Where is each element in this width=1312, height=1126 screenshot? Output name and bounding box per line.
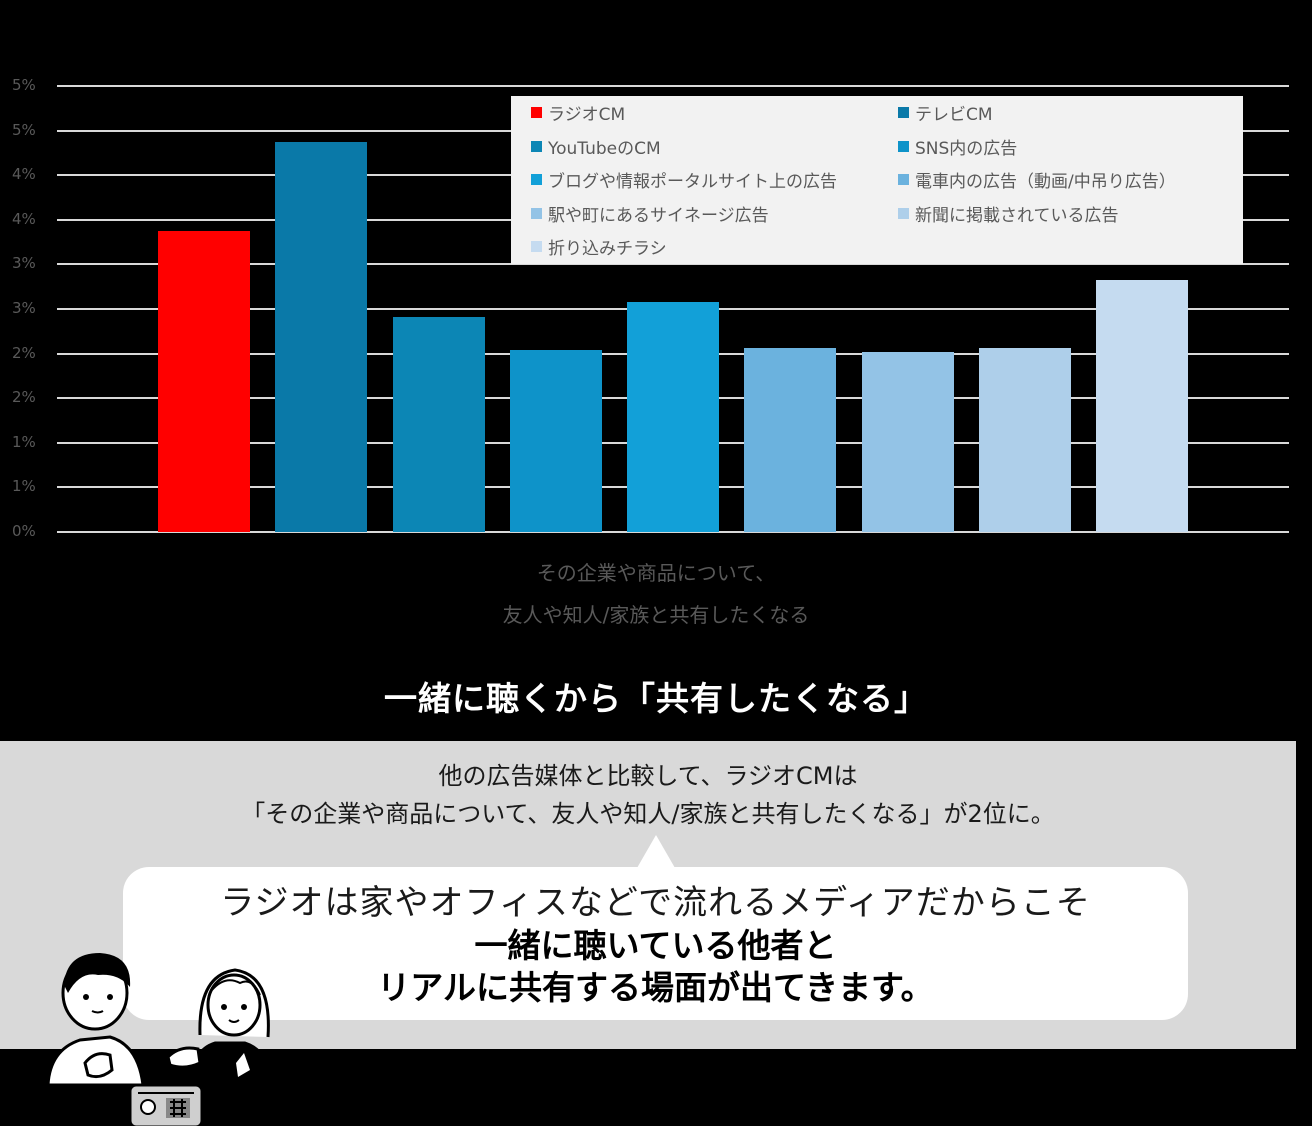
bar [275,142,368,532]
legend-swatch-icon [898,174,909,186]
people-listening-radio-illustration-icon [46,953,274,1126]
bar [744,348,837,532]
summary-text: 他の広告媒体と比較して、ラジオCMは 「その企業や商品について、友人や知人/家族… [0,757,1296,833]
legend-item: SNS内の広告 [898,134,1017,159]
summary-panel: 他の広告媒体と比較して、ラジオCMは 「その企業や商品について、友人や知人/家族… [0,741,1296,1049]
chart-legend: ラジオCM テレビCM YouTubeのCM SNS内の広告ブログや情報ポータルサイト… [511,96,1243,264]
legend-label: ブログや情報ポータルサイト上の広告 [548,172,837,193]
legend-swatch-icon [531,107,542,118]
summary-line2: 「その企業や商品について、友人や知人/家族と共有したくなる」が2位に。 [241,800,1055,828]
y-tick-label: 3% [12,254,36,273]
gridline [57,531,1289,533]
legend-item: 折り込みチラシ [531,234,667,259]
x-axis-label-line2: 友人や知人/家族と共有したくなる [502,603,810,627]
headline: 一緒に聴くから「共有したくなる」 [384,679,928,718]
legend-item: テレビCM [898,100,993,125]
legend-swatch-icon [531,241,542,253]
bar [158,231,250,532]
x-axis-label-line1: その企業や商品について、 [536,561,776,585]
y-tick-label: 1% [12,432,36,451]
legend-label: SNS内の広告 [915,138,1018,159]
legend-item: 駅や町にあるサイネージ広告 [531,201,769,226]
legend-label: 新聞に掲載されている広告 [915,205,1119,226]
legend-swatch-icon [898,107,909,118]
x-axis-label: その企業や商品について、 友人や知人/家族と共有したくなる [0,552,1312,636]
legend-item: ブログや情報ポータルサイト上の広告 [531,167,837,192]
legend-label: 電車内の広告（動画/中吊り広告） [915,172,1176,193]
bar [861,351,954,532]
legend-item: 電車内の広告（動画/中吊り広告） [898,167,1176,192]
legend-swatch-icon [898,140,909,152]
legend-swatch-icon [531,140,542,152]
legend-label: テレビCM [915,105,993,125]
legend-item: ラジオCM [531,100,625,125]
legend-swatch-icon [898,207,909,219]
y-tick-label: 5% [12,76,36,94]
gridline [57,85,1289,87]
y-tick-label: 4% [12,165,36,184]
legend-item: YouTubeのCM [531,134,661,159]
bubble-line2: 一緒に聴いている他者と [474,926,837,965]
legend-swatch-icon [531,174,542,186]
y-tick-label: 2% [12,388,36,407]
gridline [57,263,1289,266]
y-tick-label: 4% [12,209,36,228]
bar [978,348,1071,532]
bar [627,301,719,532]
bar [1096,279,1188,532]
bar [392,317,485,532]
bubble-line1: ラジオは家やオフィスなどで流れるメディアだからこそ [220,883,1091,923]
summary-line1: 他の広告媒体と比較して、ラジオCMは [438,762,858,790]
legend-label: 折り込みチラシ [548,239,667,260]
y-tick-label: 0% [12,522,36,540]
bar [509,350,602,532]
speech-bubble: ラジオは家やオフィスなどで流れるメディアだからこそ 一緒に聴いている他者と リア… [123,867,1188,1020]
y-tick-label: 5% [12,120,36,139]
bar-chart: 0% 1% 1% 2% 2% 3% 3% 4% 4% 5% 5% ラジオCM テレビCM YouTube… [0,76,1312,636]
legend-label: YouTubeのCM [548,138,661,159]
speech-bubble-pointer [637,835,675,868]
legend-item: 新聞に掲載されている広告 [898,201,1119,226]
legend-label: 駅や町にあるサイネージ広告 [548,205,769,226]
y-tick-label: 1% [12,477,36,496]
bubble-line3: リアルに共有する場面が出てきます。 [377,968,934,1007]
legend-label: ラジオCM [548,105,626,125]
y-tick-label: 2% [12,343,36,362]
y-tick-label: 3% [12,299,36,317]
legend-swatch-icon [531,207,542,219]
